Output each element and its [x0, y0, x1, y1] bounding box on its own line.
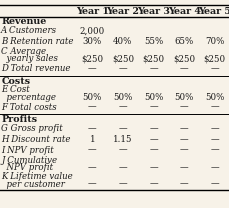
Text: 50%: 50% — [82, 93, 102, 102]
Text: —: — — [179, 180, 188, 189]
Text: 55%: 55% — [143, 37, 162, 46]
Text: A Customers: A Customers — [1, 26, 57, 35]
Text: —: — — [118, 163, 127, 172]
Text: —: — — [149, 64, 157, 73]
Text: $250: $250 — [81, 54, 103, 63]
Text: —: — — [118, 180, 127, 189]
Text: I NPV profit: I NPV profit — [1, 146, 54, 155]
Text: 70%: 70% — [204, 37, 224, 46]
Text: Profits: Profits — [1, 115, 37, 124]
Text: —: — — [88, 146, 96, 155]
Text: G Gross profit: G Gross profit — [1, 124, 63, 134]
Text: $250: $250 — [172, 54, 194, 63]
Text: Year 4: Year 4 — [167, 7, 200, 16]
Text: F Total costs: F Total costs — [1, 103, 57, 112]
Text: $250: $250 — [142, 54, 164, 63]
Text: —: — — [210, 64, 218, 73]
Text: —: — — [149, 180, 157, 189]
Text: H Discount rate: H Discount rate — [1, 135, 70, 144]
Text: Year 1: Year 1 — [76, 7, 108, 16]
Text: E Cost: E Cost — [1, 85, 30, 94]
Text: Revenue: Revenue — [1, 17, 46, 26]
Text: K Lifetime value: K Lifetime value — [1, 172, 73, 181]
Text: —: — — [149, 163, 157, 172]
Text: 65%: 65% — [174, 37, 193, 46]
Text: B Retention rate: B Retention rate — [1, 37, 73, 46]
Text: —: — — [118, 64, 127, 73]
Text: —: — — [179, 135, 188, 144]
Text: 50%: 50% — [204, 93, 224, 102]
Text: J Cumulative: J Cumulative — [1, 156, 57, 165]
Text: C Average: C Average — [1, 47, 46, 56]
Text: 1: 1 — [89, 135, 95, 144]
Text: NPV profit: NPV profit — [1, 163, 53, 172]
Text: —: — — [88, 180, 96, 189]
Text: —: — — [210, 163, 218, 172]
Text: —: — — [179, 103, 188, 112]
Text: —: — — [118, 124, 127, 134]
Text: —: — — [210, 103, 218, 112]
Text: —: — — [88, 103, 96, 112]
Text: —: — — [210, 135, 218, 144]
Text: —: — — [88, 163, 96, 172]
Text: Year 5: Year 5 — [197, 7, 229, 16]
Text: yearly sales: yearly sales — [1, 54, 58, 63]
Text: —: — — [88, 124, 96, 134]
Text: —: — — [118, 103, 127, 112]
Text: $250: $250 — [203, 54, 225, 63]
Text: $250: $250 — [111, 54, 134, 63]
Text: —: — — [149, 146, 157, 155]
Text: —: — — [149, 135, 157, 144]
Text: D Total revenue: D Total revenue — [1, 64, 70, 73]
Text: —: — — [179, 124, 188, 134]
Text: Year 3: Year 3 — [136, 7, 169, 16]
Text: —: — — [88, 64, 96, 73]
Text: 50%: 50% — [174, 93, 193, 102]
Text: 30%: 30% — [82, 37, 101, 46]
Text: —: — — [149, 103, 157, 112]
Text: percentage: percentage — [1, 93, 56, 102]
Text: per customer: per customer — [1, 180, 65, 189]
Text: —: — — [210, 124, 218, 134]
Text: 40%: 40% — [113, 37, 132, 46]
Text: —: — — [118, 146, 127, 155]
Text: Year 2: Year 2 — [106, 7, 139, 16]
Text: —: — — [210, 146, 218, 155]
Text: —: — — [179, 146, 188, 155]
Text: 50%: 50% — [143, 93, 163, 102]
Text: 2,000: 2,000 — [79, 26, 104, 35]
Text: —: — — [179, 163, 188, 172]
Text: —: — — [210, 180, 218, 189]
Text: —: — — [179, 64, 188, 73]
Text: —: — — [149, 124, 157, 134]
Text: 50%: 50% — [113, 93, 132, 102]
Text: Costs: Costs — [1, 77, 30, 86]
Text: 1.15: 1.15 — [113, 135, 132, 144]
